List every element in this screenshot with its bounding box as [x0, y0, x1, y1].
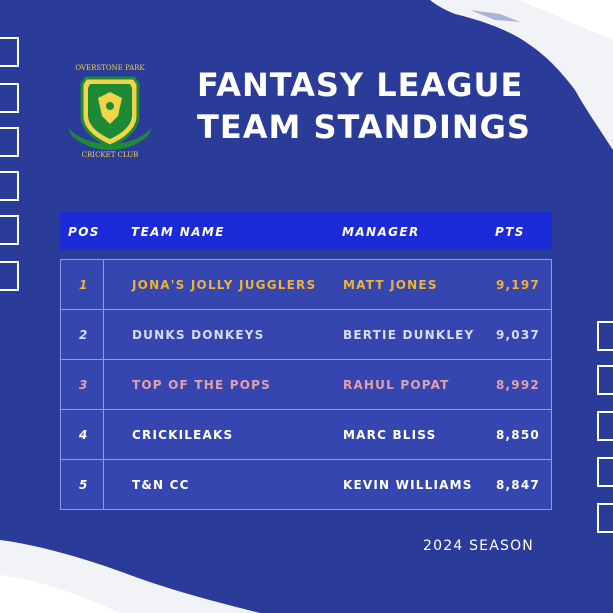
table-row: 1 JONA'S JOLLY JUGGLERS MATT JONES 9,197: [61, 260, 551, 309]
club-crest-logo: OVERSTONE PARK CRICKET CLUB: [68, 64, 152, 159]
title-line-2: TEAM STANDINGS: [197, 108, 531, 146]
row-pos: 4: [79, 428, 89, 442]
header-team-name: TEAM NAME: [131, 225, 225, 239]
standings-table: POS TEAM NAME MANAGER PTS 1 JONA'S JOLLY…: [60, 212, 552, 510]
page-title: FANTASY LEAGUE TEAM STANDINGS: [197, 64, 531, 148]
table-row: 5 T&N CC KEVIN WILLIAMS 8,847: [61, 459, 551, 509]
crest-top-text: OVERSTONE PARK: [75, 64, 145, 72]
table-header: POS TEAM NAME MANAGER PTS: [60, 212, 552, 250]
row-pts: 9,037: [496, 328, 540, 342]
row-manager: KEVIN WILLIAMS: [343, 478, 473, 492]
row-team: CRICKILEAKS: [132, 428, 234, 442]
table-body: 1 JONA'S JOLLY JUGGLERS MATT JONES 9,197…: [60, 259, 552, 510]
row-manager: MARC BLISS: [343, 428, 437, 442]
header-pts: PTS: [495, 225, 525, 239]
row-team: TOP OF THE POPS: [132, 378, 271, 392]
row-manager: BERTIE DUNKLEY: [343, 328, 475, 342]
title-line-1: FANTASY LEAGUE: [197, 66, 524, 104]
row-pos: 3: [79, 378, 89, 392]
row-team: T&N CC: [132, 478, 190, 492]
row-pos: 2: [79, 328, 89, 342]
row-pos: 1: [79, 278, 89, 292]
row-pts: 9,197: [496, 278, 540, 292]
header-manager: MANAGER: [342, 225, 420, 239]
row-pos: 5: [79, 478, 89, 492]
table-row: 2 DUNKS DONKEYS BERTIE DUNKLEY 9,037: [61, 309, 551, 359]
row-pts: 8,850: [496, 428, 540, 442]
crest-bottom-text: CRICKET CLUB: [82, 151, 139, 159]
table-row: 4 CRICKILEAKS MARC BLISS 8,850: [61, 409, 551, 459]
row-pts: 8,847: [496, 478, 540, 492]
row-pts: 8,992: [496, 378, 540, 392]
table-row: 3 TOP OF THE POPS RAHUL POPAT 8,992: [61, 359, 551, 409]
row-manager: RAHUL POPAT: [343, 378, 450, 392]
season-label: 2024 SEASON: [423, 538, 534, 554]
header-pos: POS: [68, 225, 100, 239]
row-manager: MATT JONES: [343, 278, 438, 292]
row-team: JONA'S JOLLY JUGGLERS: [132, 278, 317, 292]
row-team: DUNKS DONKEYS: [132, 328, 265, 342]
